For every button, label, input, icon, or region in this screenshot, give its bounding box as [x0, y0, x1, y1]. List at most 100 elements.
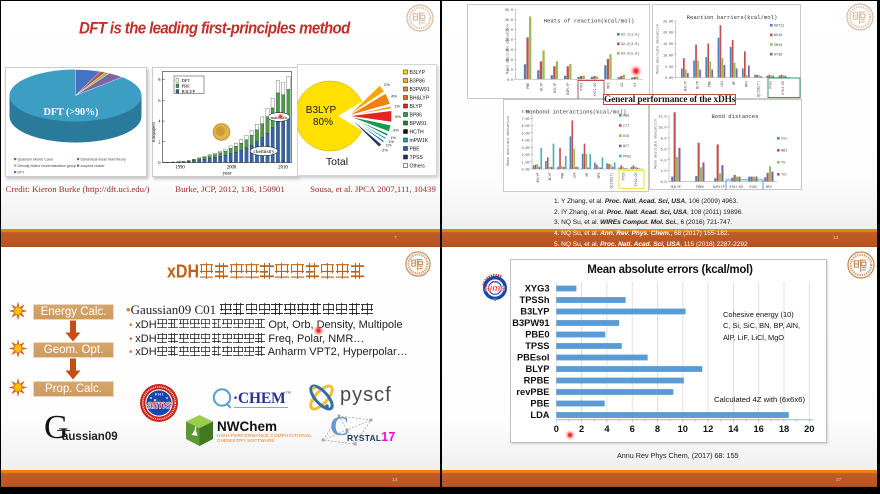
svg-text:PPS5: PPS5 [623, 155, 631, 159]
svg-text:PBE: PBE [410, 146, 421, 152]
svg-text:Bond distances: Bond distances [712, 113, 759, 120]
svg-text:B3P86: B3P86 [410, 78, 425, 84]
svg-text:MP2: MP2 [744, 81, 748, 87]
svg-text:TPSSh: TPSSh [520, 295, 550, 305]
svg-text:BLYP: BLYP [539, 83, 543, 91]
svg-text:16: 16 [754, 423, 764, 433]
svg-text:Others: Others [410, 163, 426, 169]
svg-text:B3PW91: B3PW91 [512, 318, 549, 328]
svg-text:Nonbond interactions(kcal/mol): Nonbond interactions(kcal/mol) [526, 109, 627, 116]
svg-text:Total: Total [326, 156, 348, 168]
svg-text:10: 10 [678, 423, 688, 433]
svg-text:aims: aims [485, 283, 506, 293]
svg-text:revPBE: revPBE [516, 387, 549, 397]
svg-text:QCISD(T): QCISD(T) [757, 81, 761, 97]
svg-text:XYG3: XYG3 [769, 81, 773, 89]
svg-text:aims: aims [147, 400, 172, 412]
svg-text:BLYP: BLYP [696, 81, 700, 89]
svg-text:Mean absolute deviation: Mean absolute deviation [506, 116, 511, 166]
svg-text:Dynamical mean field theory: Dynamical mean field theory [80, 157, 126, 161]
svg-text:2: 2 [579, 423, 584, 433]
svg-text:8: 8 [158, 77, 161, 82]
svg-text:B3LYP: B3LYP [683, 81, 687, 91]
svg-text:5.00: 5.00 [522, 131, 530, 135]
svg-text:1990: 1990 [175, 165, 185, 170]
svg-text:WI7: WI7 [623, 145, 629, 149]
svg-text:Quantum Monte Carlo: Quantum Monte Carlo [17, 157, 52, 161]
svg-text:G3-3(5,8): G3-3(5,8) [621, 52, 639, 57]
svg-text:2.00: 2.00 [522, 153, 530, 157]
svg-text:30.0: 30.0 [505, 18, 513, 22]
svg-text:coupled cluster: coupled cluster [80, 163, 105, 167]
svg-text:10.0: 10.0 [659, 126, 667, 130]
svg-text:mPW1K: mPW1K [410, 138, 429, 144]
svg-text:XYGJ-OS: XYGJ-OS [634, 172, 638, 186]
svg-text:B3LYP: B3LYP [306, 105, 337, 116]
svg-text:BLYP: BLYP [526, 364, 550, 374]
svg-text:MP2: MP2 [597, 172, 601, 178]
svg-text:DI6: DI6 [623, 135, 629, 139]
svg-text:PBE: PBE [708, 81, 712, 87]
svg-text:LDA: LDA [720, 81, 724, 87]
svg-text:PBEsol: PBEsol [517, 352, 550, 362]
svg-text:2010: 2010 [278, 165, 288, 170]
svg-text:B3LYP: B3LYP [671, 185, 681, 189]
svg-text:XYG3: XYG3 [580, 83, 584, 91]
svg-text:XYG3: XYG3 [525, 283, 550, 293]
svg-text:BP86: BP86 [410, 112, 423, 118]
svg-text:Heats of reaction(kcal/mol): Heats of reaction(kcal/mol) [544, 18, 635, 25]
svg-text:HCTH: HCTH [410, 129, 424, 135]
svg-text:15.0: 15.0 [505, 48, 513, 52]
svg-text:XYG3: XYG3 [749, 185, 757, 189]
svg-text:6: 6 [630, 423, 635, 433]
svg-text:BH&LYP: BH&LYP [410, 95, 430, 101]
svg-text:HAT12: HAT12 [774, 25, 784, 29]
svg-text:1.00: 1.00 [522, 160, 530, 164]
svg-text:0.0: 0.0 [507, 78, 513, 82]
svg-text:DFT (>90%): DFT (>90%) [43, 107, 98, 118]
svg-text:HT38: HT38 [774, 53, 782, 57]
svg-text:BPW91: BPW91 [410, 121, 427, 127]
svg-text:Cov: Cov [781, 138, 787, 142]
svg-text:8.00: 8.00 [522, 110, 530, 114]
svg-text:20.00: 20.00 [663, 31, 673, 35]
svg-text:TPSS: TPSS [525, 341, 549, 351]
svg-text:8.0: 8.0 [661, 137, 667, 141]
svg-text:NS16: NS16 [774, 34, 782, 38]
svg-text:2000: 2000 [227, 165, 237, 170]
svg-text:XYGJ-OS: XYGJ-OS [593, 83, 597, 97]
svg-text:Mean absolute deviation: Mean absolute deviation [656, 24, 661, 74]
svg-text:B3LYP: B3LYP [553, 83, 557, 93]
svg-text:G2-2(3,6): G2-2(3,6) [621, 42, 639, 47]
svg-text:LDA: LDA [530, 410, 549, 420]
svg-text:6.00: 6.00 [522, 124, 530, 128]
svg-text:Density Matrix renormalization: Density Matrix renormalization group [17, 163, 76, 167]
svg-text:0.00: 0.00 [665, 76, 673, 80]
svg-text:2.0: 2.0 [661, 169, 667, 173]
svg-text:HF: HF [585, 172, 589, 176]
svg-text:2%: 2% [384, 82, 390, 87]
svg-text:chemistry: chemistry [253, 149, 275, 155]
svg-text:3.00: 3.00 [522, 146, 530, 150]
svg-text:XYGJ-OS: XYGJ-OS [781, 81, 785, 95]
svg-text:PBE: PBE [530, 398, 549, 408]
svg-text:4%: 4% [391, 94, 397, 99]
svg-text:PBE0: PBE0 [525, 329, 549, 339]
svg-text:B3LYP: B3LYP [410, 70, 426, 76]
svg-text:HB6: HB6 [623, 115, 629, 119]
svg-text:MP2: MP2 [606, 83, 610, 89]
svg-text:1%: 1% [394, 104, 400, 109]
svg-text:25.00: 25.00 [663, 19, 673, 23]
svg-text:4: 4 [158, 118, 161, 123]
svg-text:0.00: 0.00 [522, 168, 530, 172]
svg-text:MP2: MP2 [766, 185, 772, 189]
svg-text:kilopapers: kilopapers [152, 121, 157, 141]
svg-text:DFT: DFT [17, 170, 25, 174]
svg-text:XYGJ-OS: XYGJ-OS [729, 185, 742, 189]
svg-text:14: 14 [728, 423, 739, 433]
svg-text:F H I: F H I [492, 280, 498, 284]
svg-text:BLYP: BLYP [410, 104, 423, 110]
svg-text:0: 0 [158, 160, 161, 165]
svg-text:F H I: F H I [155, 393, 163, 397]
svg-text:PBE: PBE [526, 83, 530, 89]
